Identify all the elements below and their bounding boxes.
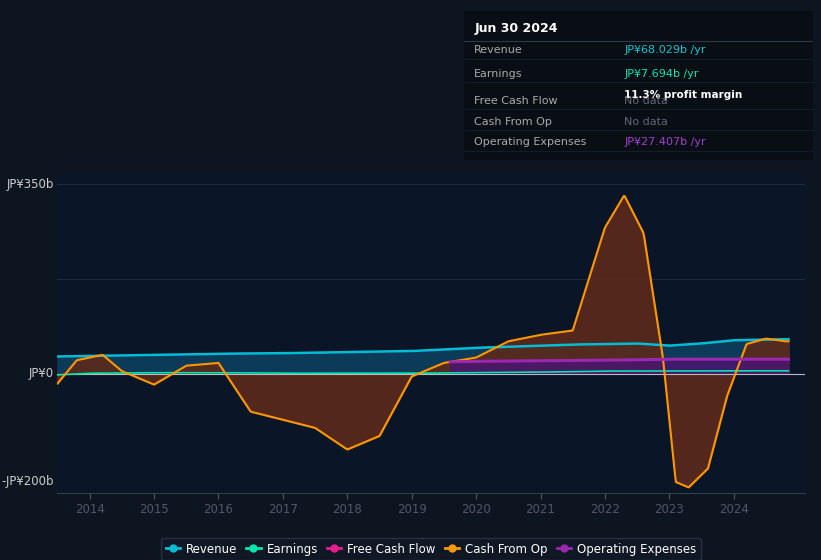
Text: No data: No data <box>624 116 668 127</box>
Text: JP¥7.694b /yr: JP¥7.694b /yr <box>624 69 699 79</box>
Text: Cash From Op: Cash From Op <box>475 116 553 127</box>
Legend: Revenue, Earnings, Free Cash Flow, Cash From Op, Operating Expenses: Revenue, Earnings, Free Cash Flow, Cash … <box>161 538 701 560</box>
Text: -JP¥200b: -JP¥200b <box>2 475 53 488</box>
Text: JP¥68.029b /yr: JP¥68.029b /yr <box>624 45 706 55</box>
Text: Operating Expenses: Operating Expenses <box>475 137 587 147</box>
Text: Earnings: Earnings <box>475 69 523 79</box>
Text: No data: No data <box>624 96 668 106</box>
Text: Revenue: Revenue <box>475 45 523 55</box>
Text: JP¥350b: JP¥350b <box>7 178 53 191</box>
Text: JP¥0: JP¥0 <box>29 367 53 380</box>
Text: Jun 30 2024: Jun 30 2024 <box>475 22 557 35</box>
Text: JP¥27.407b /yr: JP¥27.407b /yr <box>624 137 706 147</box>
Text: Free Cash Flow: Free Cash Flow <box>475 96 558 106</box>
Text: 11.3% profit margin: 11.3% profit margin <box>624 90 743 100</box>
